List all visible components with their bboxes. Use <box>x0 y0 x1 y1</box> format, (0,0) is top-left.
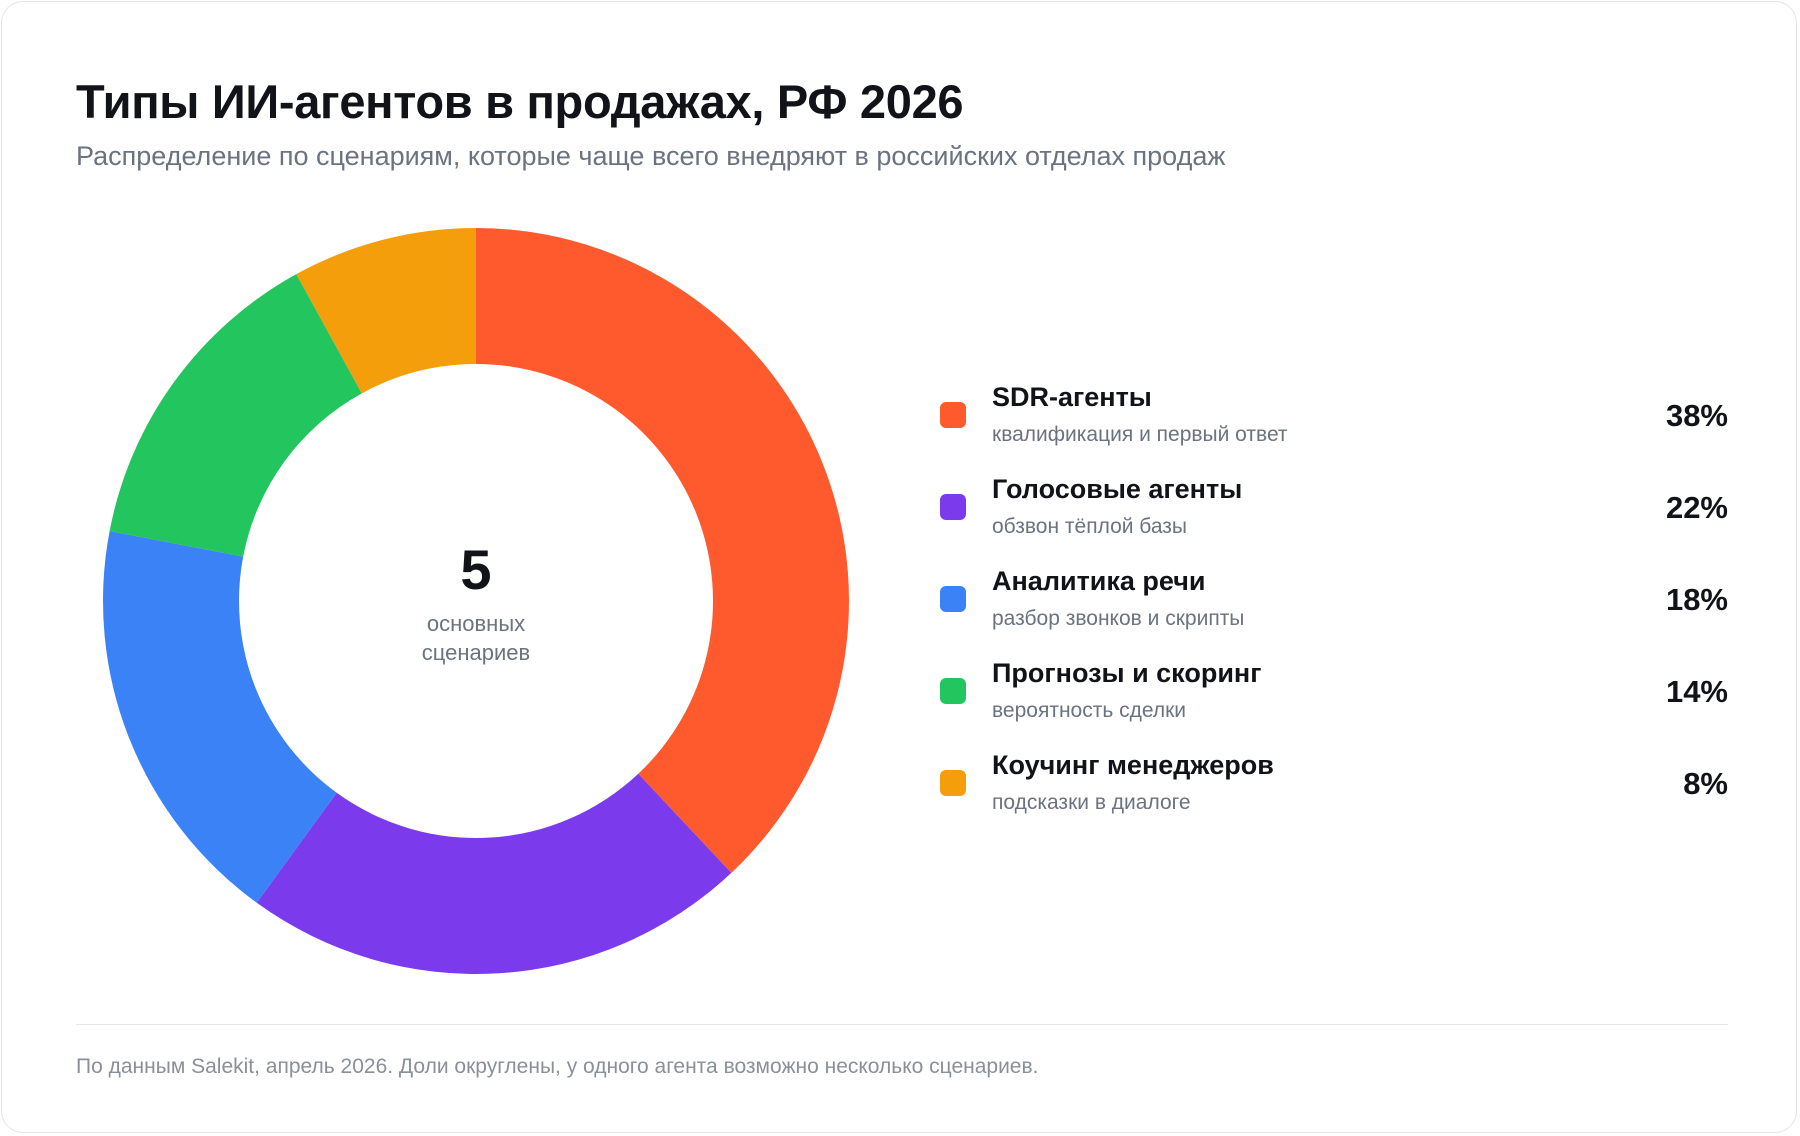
legend-label: SDR-агенты <box>992 382 1152 412</box>
footer-divider <box>76 1024 1728 1025</box>
donut-slice-voice <box>256 773 732 974</box>
legend-description: квалификация и первый ответ <box>992 423 1288 446</box>
legend-swatch <box>940 678 966 704</box>
legend-item-voice: Голосовые агенты обзвон тёплой базы 22% <box>940 474 1728 566</box>
legend-swatch <box>940 770 966 796</box>
legend-value: 14% <box>1665 674 1728 709</box>
source-note: По данным Salekit, апрель 2026. Доли окр… <box>76 1055 1039 1078</box>
legend: SDR-агенты квалификация и первый ответ 3… <box>940 382 1728 842</box>
legend-swatch <box>940 402 966 428</box>
donut-slice-forecasting <box>109 274 362 557</box>
legend-item-coaching: Коучинг менеджеров подсказки в диалоге 8… <box>940 750 1728 842</box>
donut-slice-coaching <box>296 228 476 394</box>
legend-description: разбор звонков и скрипты <box>992 607 1245 630</box>
legend-value: 38% <box>1665 398 1728 433</box>
legend-item-sdr: SDR-агенты квалификация и первый ответ 3… <box>940 382 1728 474</box>
legend-description: обзвон тёплой базы <box>992 515 1188 538</box>
chart-subtitle: Распределение по сценариям, которые чаще… <box>76 141 1226 171</box>
center-number: 5 <box>460 538 492 601</box>
legend-swatch <box>940 586 966 612</box>
legend-label: Прогнозы и скоринг <box>992 658 1262 688</box>
donut-chart <box>102 228 849 974</box>
center-caption: основных сценариев <box>376 609 576 667</box>
legend-item-speech-analytics: Аналитика речи разбор звонков и скрипты … <box>940 566 1728 658</box>
legend-value: 18% <box>1665 582 1728 617</box>
legend-value: 22% <box>1665 490 1728 525</box>
legend-description: вероятность сделки <box>992 699 1187 722</box>
legend-item-forecasting: Прогнозы и скоринг вероятность сделки 14… <box>940 658 1728 750</box>
legend-label: Голосовые агенты <box>992 474 1243 504</box>
center-caption-line1: основных <box>426 611 526 636</box>
donut-slice-speech-analytics <box>102 531 337 903</box>
legend-value: 8% <box>1683 766 1728 801</box>
legend-description: подсказки в диалоге <box>992 791 1191 814</box>
legend-label: Аналитика речи <box>992 566 1206 596</box>
chart-title: Типы ИИ-агентов в продажах, РФ 2026 <box>76 75 964 128</box>
legend-swatch <box>940 494 966 520</box>
legend-label: Коучинг менеджеров <box>992 750 1274 780</box>
donut-slice-sdr <box>476 228 849 873</box>
center-caption-line2: сценариев <box>421 640 531 665</box>
